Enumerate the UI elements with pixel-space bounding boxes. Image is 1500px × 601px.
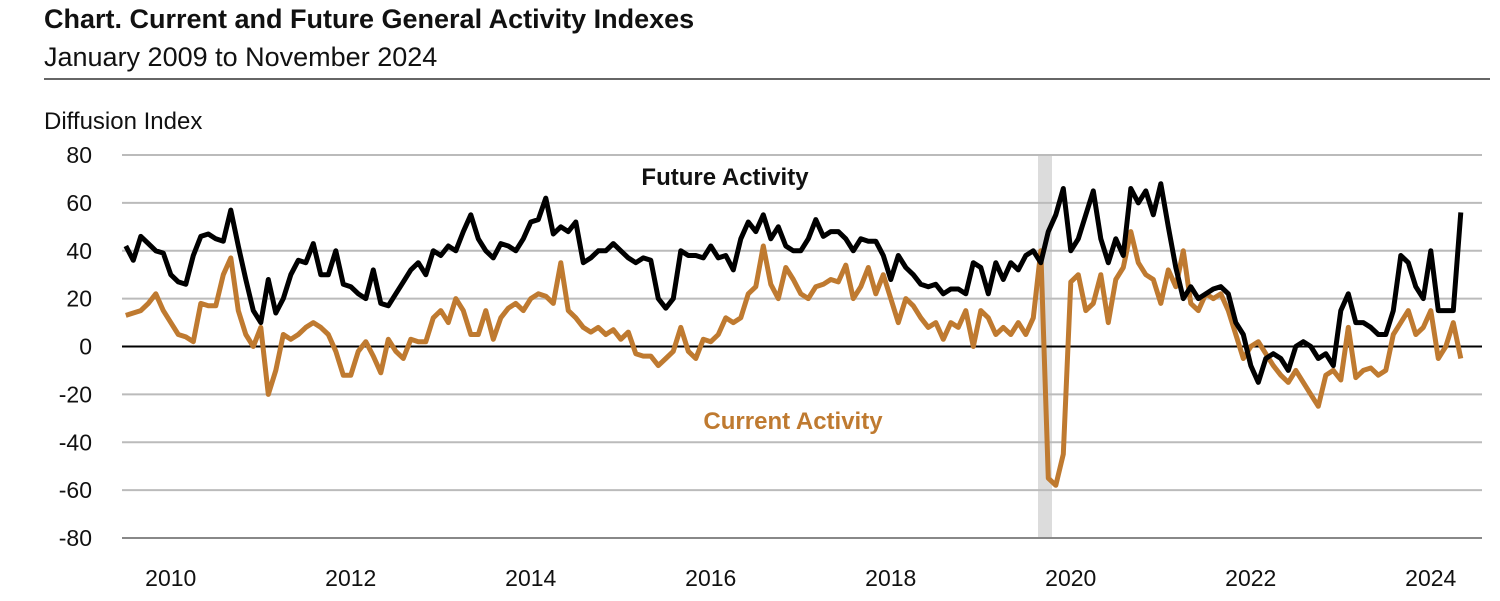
series-line: [123, 181, 1464, 385]
x-tick-label: 2024: [1405, 565, 1456, 591]
future-annotation: Future Activity: [641, 164, 809, 191]
chart-title: Chart. Current and Future General Activi…: [44, 4, 694, 34]
x-tick-label: 2012: [325, 565, 376, 591]
chart-subtitle: January 2009 to November 2024: [44, 42, 437, 72]
y-tick-label: 80: [66, 142, 92, 168]
y-tick-label: 20: [66, 286, 92, 312]
y-tick-label: -40: [59, 429, 92, 455]
x-tick-label: 2020: [1045, 565, 1096, 591]
current-annotation: Current Activity: [703, 408, 883, 435]
y-tick-label: -60: [59, 477, 92, 503]
y-axis-label: Diffusion Index: [44, 108, 202, 135]
y-tick-label: -20: [59, 381, 92, 407]
x-tick-label: 2016: [685, 565, 736, 591]
x-tick-label: 2014: [505, 565, 556, 591]
x-tick-label: 2022: [1225, 565, 1276, 591]
y-tick-label: 0: [79, 334, 92, 360]
y-tick-label: 60: [66, 190, 92, 216]
x-tick-label: 2010: [145, 565, 196, 591]
y-tick-label: 40: [66, 238, 92, 264]
x-tick-label: 2018: [865, 565, 916, 591]
y-tick-label: -80: [59, 525, 92, 551]
series-line: [125, 229, 1464, 488]
